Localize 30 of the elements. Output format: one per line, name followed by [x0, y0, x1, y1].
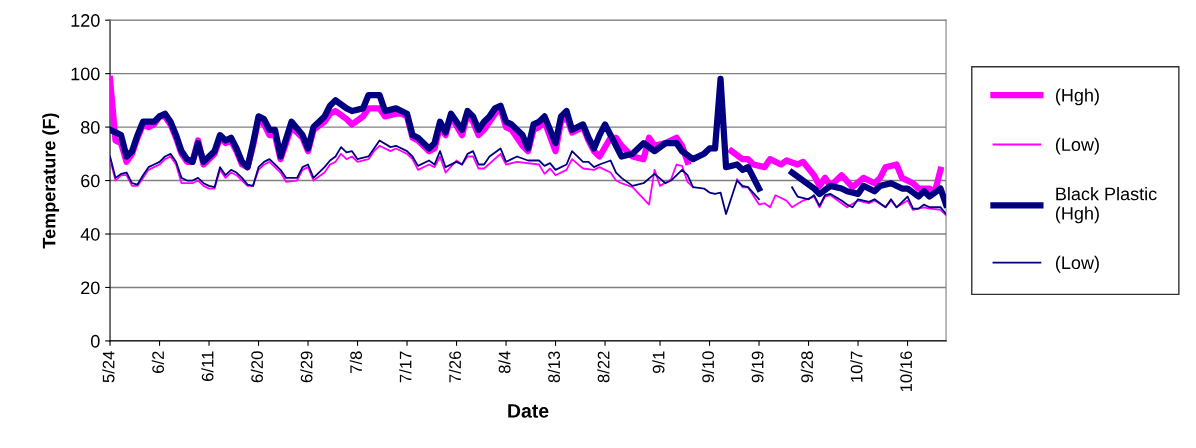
y-tick-label: 100 — [71, 67, 100, 81]
x-tick-label: 8/22 — [597, 351, 610, 383]
y-tick-label: 40 — [80, 227, 100, 241]
y-tick-label: 0 — [90, 334, 100, 348]
x-tick-label: 6/11 — [201, 351, 214, 382]
x-tick-label: 9/10 — [701, 351, 715, 383]
x-tick-label: 6/20 — [250, 351, 264, 383]
legend-label: (Low) — [1055, 137, 1099, 155]
x-tick-label: 10/16 — [899, 351, 913, 392]
y-tick-label: 20 — [81, 281, 100, 295]
x-tick-label: 6/2 — [151, 351, 165, 373]
x-tick-label: 9/19 — [751, 351, 764, 383]
legend-label: (Low) — [1055, 255, 1099, 273]
x-tick-label: 8/13 — [547, 351, 561, 383]
x-tick-label: 10/7 — [850, 351, 863, 382]
x-tick-label: 7/17 — [399, 351, 412, 383]
x-tick-label: 7/8 — [349, 351, 363, 373]
x-tick-label: 7/26 — [448, 351, 462, 383]
legend-label: (Hgh) — [1055, 88, 1099, 106]
y-tick-label: 80 — [81, 121, 100, 134]
x-tick-label: 9/28 — [800, 351, 814, 383]
x-tick-label: 6/29 — [300, 351, 313, 383]
y-tick-label: 60 — [81, 174, 100, 188]
y-axis-title: Temperature (F) — [42, 113, 60, 249]
x-tick-label: 5/24 — [102, 351, 115, 383]
y-tick-label: 120 — [71, 14, 100, 27]
legend-label: Black Plastic (Hgh) — [1055, 187, 1157, 224]
x-tick-label: 9/1 — [652, 351, 665, 374]
x-axis-title: Date — [508, 404, 549, 418]
x-tick-label: 8/4 — [498, 351, 511, 374]
